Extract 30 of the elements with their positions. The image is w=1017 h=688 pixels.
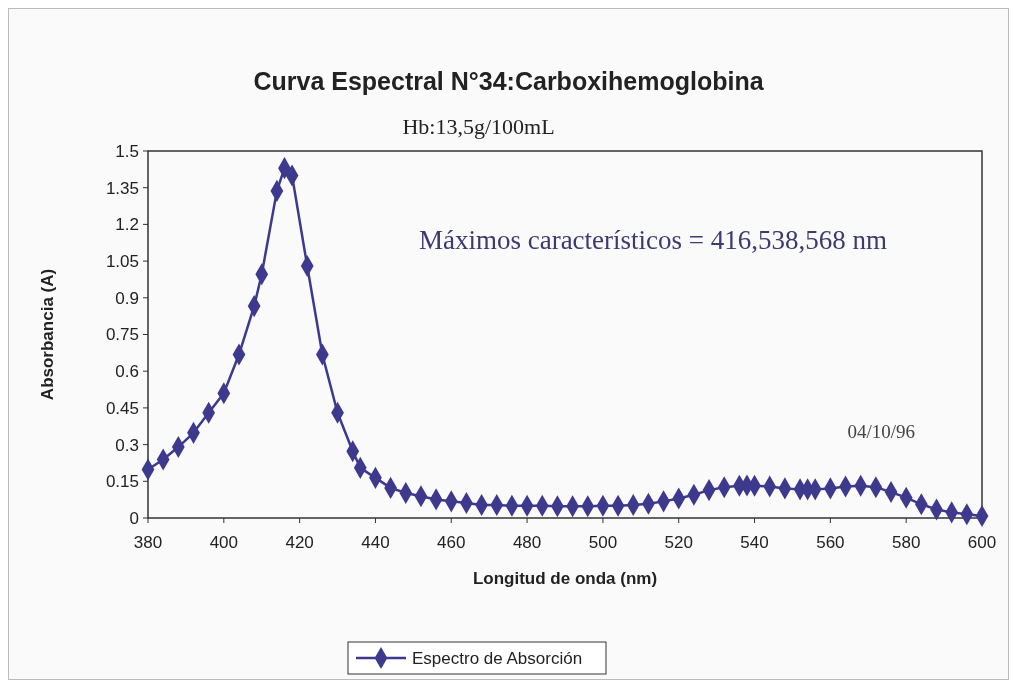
x-tick-label: 460	[437, 533, 466, 552]
x-tick-label: 420	[285, 533, 314, 552]
y-tick-label: 0.3	[115, 435, 139, 455]
x-tick-label: 560	[816, 533, 845, 552]
y-tick-label: 0	[129, 508, 139, 528]
y-tick-label: 1.2	[115, 215, 139, 235]
y-tick-label: 1.05	[105, 252, 139, 272]
y-tick-label: 0.15	[105, 472, 139, 492]
y-tick-label: 1.35	[105, 178, 139, 198]
x-tick-label: 600	[967, 533, 997, 552]
annotation: Máximos característicos = 416,538,568 nm	[418, 225, 888, 255]
x-tick-label: 520	[664, 533, 693, 552]
x-tick-label: 500	[588, 533, 618, 552]
x-axis-title: Longitud de onda (nm)	[472, 569, 658, 588]
x-tick-label: 380	[133, 533, 163, 552]
y-tick-label: 0.9	[115, 288, 139, 308]
annotation: 04/10/96	[847, 421, 915, 442]
x-tick-label: 580	[891, 533, 921, 552]
y-tick-label: 1.5	[115, 141, 139, 161]
y-tick-label: 0.45	[105, 398, 139, 418]
y-axis-title: Absorbancia (A)	[38, 268, 57, 401]
chart-subtitle: Hb:13,5g/100mL	[402, 114, 555, 139]
y-tick-label: 0.75	[105, 325, 139, 345]
x-tick-label: 400	[209, 533, 239, 552]
x-tick-label: 540	[740, 533, 769, 552]
y-tick-label: 0.6	[115, 362, 139, 382]
chart-title: Curva Espectral N°34:Carboxihemoglobina	[253, 67, 765, 95]
legend-label: Espectro de Absorción	[412, 648, 583, 668]
x-tick-label: 440	[361, 533, 390, 552]
x-tick-label: 480	[512, 533, 542, 552]
